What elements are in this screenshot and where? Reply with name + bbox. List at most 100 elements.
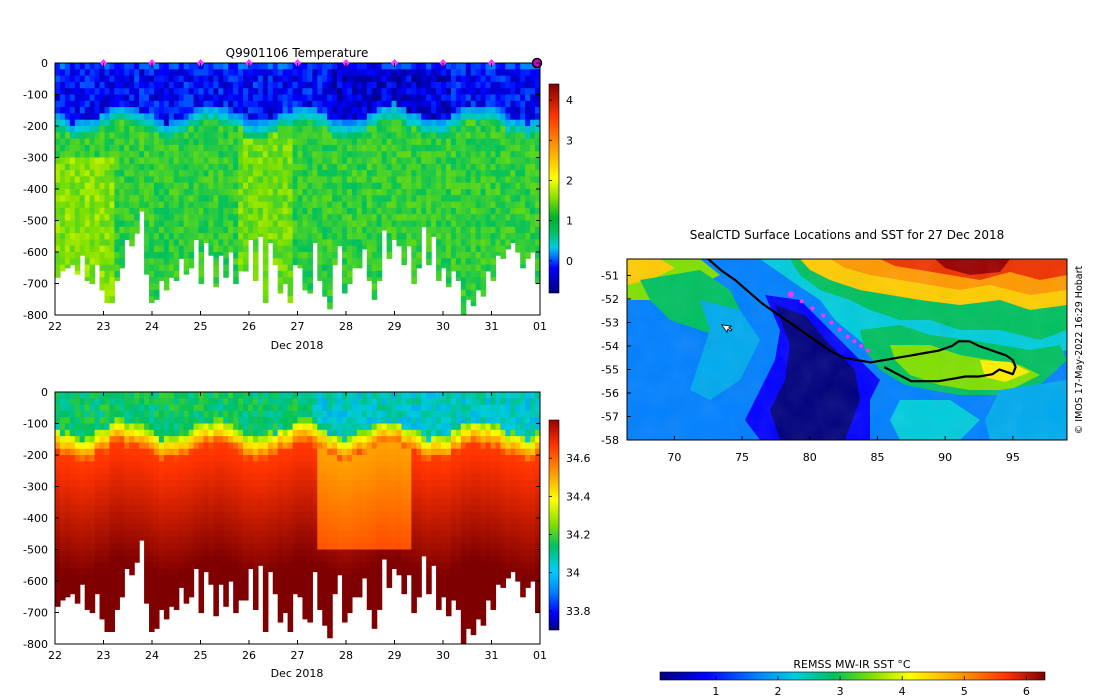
heatmap-cell [173, 524, 180, 532]
heatmap-cell [480, 264, 487, 272]
heatmap-cell [431, 189, 437, 196]
heatmap-cell [243, 518, 249, 525]
heatmap-cell [134, 126, 140, 133]
heatmap-cell [168, 467, 175, 475]
heatmap-cell [337, 88, 343, 96]
heatmap-cell [406, 176, 412, 184]
heatmap-cell [376, 126, 383, 133]
heatmap-cell [55, 599, 61, 607]
heatmap-cell [470, 233, 477, 240]
heatmap-cell [198, 398, 205, 406]
heatmap-cell [119, 239, 125, 247]
heatmap-cell [79, 252, 86, 256]
heatmap-cell [104, 283, 111, 291]
heatmap-cell [69, 480, 76, 488]
heatmap-cell [114, 404, 120, 412]
heatmap-cell [233, 486, 239, 494]
heatmap-cell [470, 144, 477, 152]
heatmap-cell [495, 63, 502, 70]
heatmap-cell [346, 245, 353, 253]
heatmap-cell [228, 214, 234, 222]
heatmap-cell [168, 170, 175, 177]
heatmap-cell [406, 170, 412, 177]
heatmap-cell [411, 264, 417, 272]
heatmap-cell [158, 252, 165, 259]
heatmap-cell [134, 182, 140, 190]
heatmap-cell [109, 599, 115, 607]
heatmap-cell [55, 429, 61, 437]
heatmap-cell [243, 195, 249, 203]
heatmap-cell [366, 75, 373, 83]
heatmap-cell [124, 207, 130, 215]
heatmap-cell [198, 511, 205, 519]
heatmap-cell [208, 524, 214, 532]
heatmap-cell [455, 239, 462, 247]
heatmap-cell [297, 423, 304, 431]
heatmap-cell [421, 201, 427, 209]
heatmap-cell [59, 239, 66, 247]
heatmap-cell [297, 220, 304, 228]
heatmap-cell [421, 195, 427, 203]
heatmap-cell [287, 258, 294, 266]
heatmap-cell [356, 264, 363, 269]
heatmap-cell [89, 170, 96, 177]
heatmap-cell [441, 69, 447, 77]
heatmap-cell [178, 207, 185, 215]
heatmap-cell [168, 429, 175, 437]
heatmap-cell [203, 423, 210, 431]
heatmap-cell [381, 126, 388, 133]
heatmap-cell [272, 182, 279, 190]
heatmap-cell [74, 226, 81, 234]
heatmap-cell [332, 88, 338, 96]
heatmap-cell [297, 113, 304, 121]
heatmap-cell [168, 568, 175, 576]
heatmap-cell [337, 107, 343, 114]
heatmap-cell [386, 100, 393, 108]
heatmap-cell [218, 410, 224, 418]
heatmap-cell [396, 94, 403, 102]
heatmap-cell [203, 163, 210, 171]
heatmap-cell [55, 157, 61, 165]
heatmap-cell [64, 264, 71, 269]
heatmap-cell [287, 176, 294, 184]
heatmap-cell [188, 258, 195, 266]
heatmap-cell [188, 75, 195, 83]
heatmap-cell [183, 126, 190, 133]
heatmap-cell [530, 170, 536, 177]
heatmap-cell [198, 423, 205, 431]
heatmap-cell [366, 163, 373, 171]
heatmap-cell [267, 530, 274, 538]
heatmap-cell [416, 75, 422, 83]
heatmap-cell [124, 195, 130, 203]
heatmap-cell [332, 207, 338, 215]
heatmap-cell [55, 448, 61, 456]
heatmap-cell [218, 436, 224, 443]
heatmap-cell [386, 252, 393, 259]
heatmap-cell [376, 151, 383, 159]
heatmap-cell [327, 107, 333, 114]
heatmap-cell [59, 151, 66, 159]
heatmap-cell [153, 170, 160, 177]
heatmap-cell [381, 157, 388, 165]
heatmap-cell [223, 404, 229, 412]
heatmap-cell [332, 226, 338, 234]
heatmap-cell [213, 599, 219, 607]
heatmap-cell [149, 593, 155, 601]
heatmap-cell [381, 94, 388, 102]
heatmap-cell [287, 195, 294, 203]
heatmap-cell [134, 429, 140, 437]
heatmap-cell [208, 480, 214, 488]
heatmap-cell [94, 252, 101, 259]
heatmap-cell [431, 138, 437, 146]
heatmap-cell [391, 182, 398, 190]
heatmap-cell [59, 207, 66, 215]
heatmap-cell [386, 201, 393, 209]
heatmap-cell [158, 182, 165, 190]
heatmap-cell [153, 461, 160, 469]
heatmap-cell [441, 157, 447, 165]
heatmap-cell [297, 189, 304, 196]
heatmap-cell [64, 88, 71, 96]
heatmap-cell [515, 69, 521, 77]
heatmap-cell [188, 107, 195, 114]
heatmap-cell [208, 417, 214, 425]
